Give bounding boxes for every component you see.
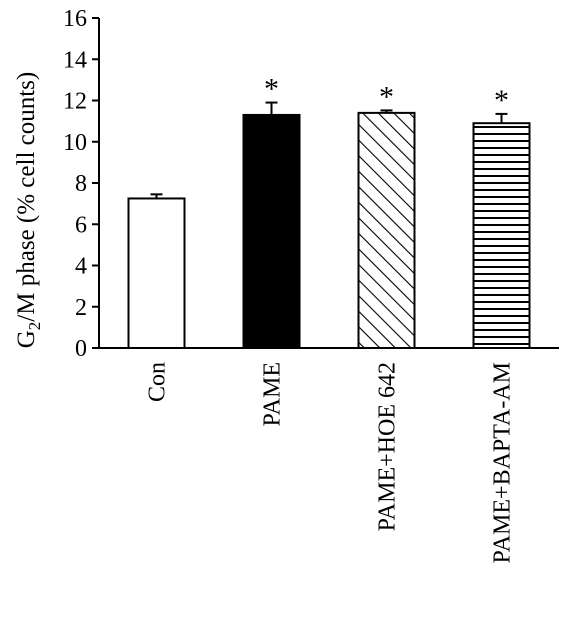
category-label-pame: PAME [260,362,286,426]
category-label-pame-bapta-am: PAME+BAPTA-AM [490,362,516,563]
y-tick-label-10: 10 [63,130,87,156]
bar-pame-bapta-am [472,122,531,349]
category-label-con: Con [145,362,171,402]
y-axis-title-part-2: /M phase (% cell counts) [13,72,40,322]
y-tick-label-6: 6 [75,212,87,238]
y-tick-label-2: 2 [75,295,87,321]
y-axis-title-subscript: 2 [25,322,44,331]
y-axis-ticks: 0 2 4 6 8 10 12 14 16 [63,6,99,362]
y-axis-title-part-1: G [13,330,40,348]
significance-markers: * * * [264,73,509,117]
category-labels: Con PAME PAME+HOE 642 PAME+BAPTA-AM [145,362,516,563]
y-tick-label-14: 14 [63,47,87,73]
bars [127,111,531,349]
y-axis-title: G2/M phase (% cell counts) [13,72,44,349]
bar-con [127,197,186,349]
significance-marker-pame: * [264,73,279,106]
bar-pame-hoe-642 [357,111,416,349]
y-tick-label-4: 4 [75,254,87,280]
y-tick-label-12: 12 [63,89,87,115]
bar-pame [242,113,301,349]
significance-marker-pame-bapta-am: * [494,84,509,117]
category-label-pame-hoe-642: PAME+HOE 642 [375,362,401,531]
error-bars [150,101,508,199]
y-tick-label-8: 8 [75,171,87,197]
y-tick-label-0: 0 [75,336,87,362]
y-tick-label-16: 16 [63,6,87,32]
significance-marker-pame-hoe-642: * [379,80,394,113]
